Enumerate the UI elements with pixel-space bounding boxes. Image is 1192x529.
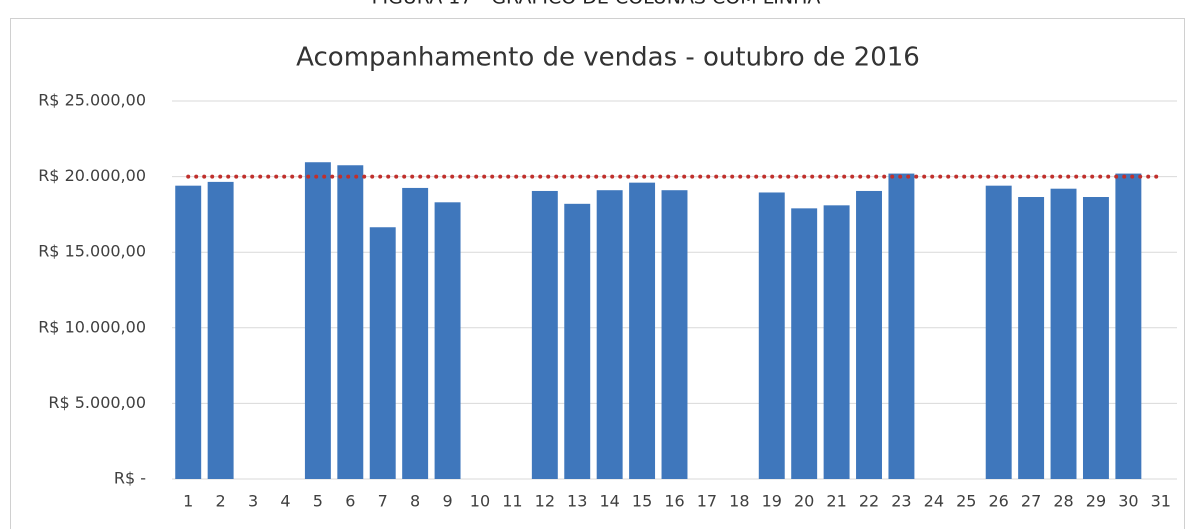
x-tick-label: 29 [1086, 492, 1106, 511]
bar [1115, 173, 1142, 480]
x-tick-label: 18 [729, 492, 749, 511]
bar [531, 190, 558, 480]
x-tick-label: 27 [1021, 492, 1041, 511]
bar [1050, 188, 1077, 480]
bar [823, 205, 850, 479]
bar [856, 190, 882, 480]
x-tick-label: 4 [280, 492, 290, 511]
x-tick-label: 8 [410, 492, 420, 511]
x-tick-label: 30 [1118, 492, 1138, 511]
bar [304, 162, 331, 479]
x-tick-label: 9 [442, 492, 452, 511]
bar [888, 173, 915, 480]
x-tick-label: 13 [567, 492, 587, 511]
y-tick-label: R$ - [114, 469, 146, 488]
bar [1082, 197, 1109, 479]
chart-border [10, 18, 1185, 529]
bar [175, 185, 202, 479]
bar [207, 181, 234, 479]
bar [596, 190, 623, 479]
x-tick-label: 24 [924, 492, 944, 511]
bar [337, 165, 364, 479]
x-tick-label: 11 [502, 492, 522, 511]
x-tick-label: 2 [216, 492, 226, 511]
bar [434, 202, 461, 479]
bar [791, 208, 818, 480]
y-tick-label: R$ 20.000,00 [38, 166, 146, 185]
x-tick-label: 5 [313, 492, 323, 511]
x-tick-label: 6 [345, 492, 355, 511]
bar [402, 187, 429, 479]
bar [758, 192, 785, 479]
x-tick-label: 20 [794, 492, 814, 511]
figure-caption: FIGURA 17 - GRÁFICO DE COLUNAS COM LINHA [372, 0, 821, 9]
x-tick-label: 21 [826, 492, 846, 511]
x-tick-label: 1 [183, 492, 193, 511]
bar [1018, 197, 1045, 479]
x-tick-label: 19 [762, 492, 782, 511]
y-tick-label: R$ 10.000,00 [38, 317, 146, 336]
bar [564, 203, 591, 480]
x-tick-label: 25 [956, 492, 976, 511]
x-tick-label: 7 [378, 492, 388, 511]
x-tick-label: 23 [891, 492, 911, 511]
x-tick-label: 26 [989, 492, 1009, 511]
bar [661, 190, 688, 479]
x-tick-label: 22 [859, 492, 879, 511]
y-tick-label: R$ 15.000,00 [38, 242, 146, 261]
y-tick-label: R$ 5.000,00 [48, 393, 146, 412]
x-tick-label: 10 [470, 492, 490, 511]
chart-title: Acompanhamento de vendas - outubro de 20… [296, 43, 920, 73]
bar [629, 182, 656, 479]
x-tick-label: 12 [535, 492, 555, 511]
x-tick-label: 17 [697, 492, 717, 511]
y-tick-label: R$ 25.000,00 [38, 91, 146, 110]
x-tick-label: 15 [632, 492, 652, 511]
x-tick-label: 16 [664, 492, 684, 511]
bar [369, 227, 396, 479]
x-tick-label: 14 [599, 492, 619, 511]
x-tick-label: 31 [1151, 492, 1171, 511]
x-tick-label: 3 [248, 492, 258, 511]
x-tick-label: 28 [1053, 492, 1073, 511]
bar [985, 185, 1012, 479]
